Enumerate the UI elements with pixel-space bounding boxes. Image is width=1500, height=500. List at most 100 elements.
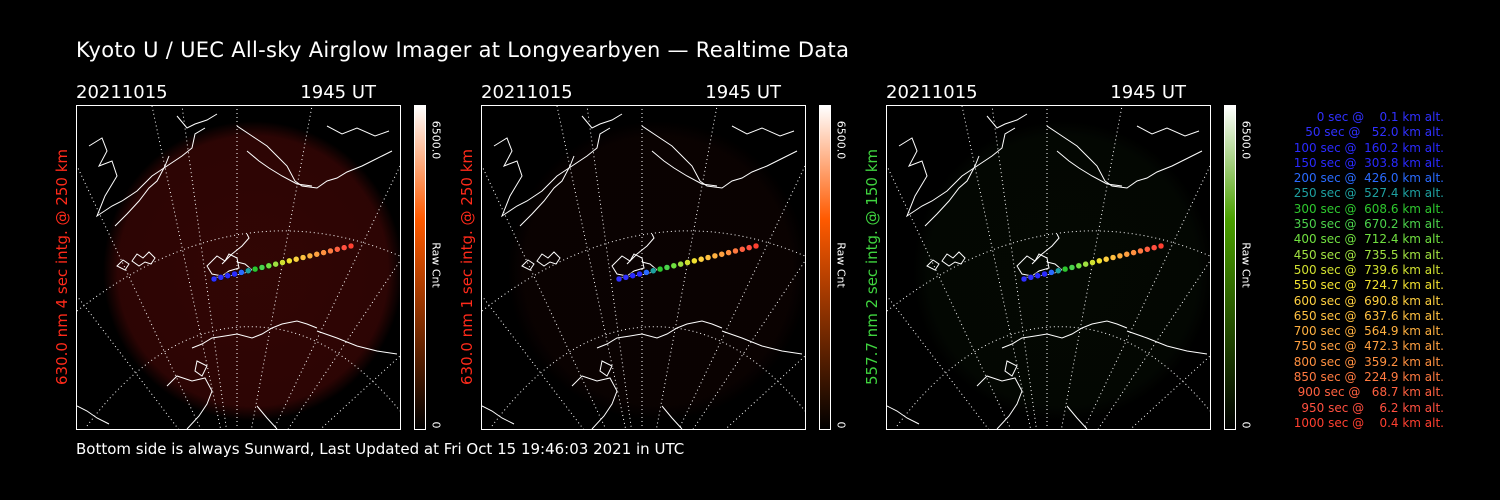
longitude-line xyxy=(77,295,179,429)
legend-entry: 250 sec @ 527.4 km alt. xyxy=(1293,186,1444,201)
coastline xyxy=(77,405,110,425)
trajectory-point xyxy=(1041,270,1048,278)
longitude-line xyxy=(724,355,805,429)
legend-entry: 600 sec @ 690.8 km alt. xyxy=(1293,293,1444,308)
side-label: 630.0 nm 1 sec intg. @ 250 km xyxy=(458,148,476,385)
trajectory-point xyxy=(739,246,746,253)
legend-entry: 400 sec @ 712.4 km alt. xyxy=(1293,232,1444,247)
legend-entry: 50 sec @ 52.0 km alt. xyxy=(1305,125,1444,140)
coastline xyxy=(176,113,218,129)
trajectory-point xyxy=(224,272,231,279)
colorbar xyxy=(819,105,831,430)
trajectory-point xyxy=(258,264,266,271)
trajectory-point xyxy=(615,275,623,283)
trajectory-point xyxy=(1061,265,1069,273)
coastline xyxy=(166,375,213,429)
colorbar-unit-label: Raw Cnt xyxy=(834,242,848,288)
trajectory-point xyxy=(347,242,355,250)
coastline xyxy=(596,320,723,349)
trajectory-point xyxy=(622,274,630,281)
legend-entry: 100 sec @ 160.2 km alt. xyxy=(1293,140,1444,155)
coastline xyxy=(626,233,655,265)
footer-note: Bottom side is always Sunward, Last Upda… xyxy=(76,440,685,458)
trajectory-point xyxy=(238,269,245,276)
longitude-line xyxy=(273,165,400,429)
longitude-line xyxy=(556,106,627,429)
trajectory-point xyxy=(1048,269,1055,276)
trajectory-point xyxy=(1102,255,1110,263)
coastline xyxy=(1001,320,1128,349)
legend-entry: 700 sec @ 564.9 km alt. xyxy=(1293,324,1444,339)
airglow-field xyxy=(508,121,805,421)
trajectory-point xyxy=(286,257,293,265)
trajectory-point xyxy=(1068,264,1076,271)
latitude-circle xyxy=(86,326,400,427)
trajectory-point xyxy=(1055,267,1062,274)
trajectory-point xyxy=(656,265,664,273)
trajectory-point xyxy=(1109,254,1117,261)
trajectory-point xyxy=(691,257,698,265)
trajectory-point xyxy=(1123,251,1130,258)
trajectory-point xyxy=(629,272,636,279)
trajectory-point xyxy=(636,270,643,278)
coastline xyxy=(571,375,618,429)
coastline xyxy=(986,113,1028,129)
trajectory-point xyxy=(1157,242,1165,250)
trajectory-point xyxy=(327,247,334,255)
legend-entry: 950 sec @ 6.2 km alt. xyxy=(1301,400,1444,415)
coastline xyxy=(256,405,278,429)
coastline xyxy=(316,330,398,355)
trajectory-point xyxy=(1130,249,1137,256)
trajectory-point xyxy=(210,275,218,283)
coastline xyxy=(661,405,683,429)
coastline xyxy=(131,251,156,267)
latitude-circle xyxy=(896,326,1210,427)
colorbar-min-label: 0 xyxy=(429,421,443,429)
panel-date: 20211015 xyxy=(481,82,573,103)
trajectory-point xyxy=(245,267,252,274)
legend-entry: 1000 sec @ 0.4 km alt. xyxy=(1293,415,1444,430)
trajectory-point xyxy=(320,249,327,256)
longitude-line xyxy=(991,106,1037,429)
coastline xyxy=(1004,360,1018,377)
coastline xyxy=(1136,125,1200,137)
trajectory-point xyxy=(677,260,684,268)
coastline xyxy=(493,127,611,218)
longitude-line xyxy=(1129,355,1210,429)
trajectory-point xyxy=(752,242,760,250)
coastline xyxy=(1056,150,1123,187)
trajectory-point xyxy=(299,254,307,261)
legend-entry: 200 sec @ 426.0 km alt. xyxy=(1293,171,1444,186)
trajectory-point xyxy=(1116,252,1124,260)
panel-time: 1945 UT xyxy=(1110,82,1186,103)
trajectory-point xyxy=(334,246,341,253)
airglow-field xyxy=(913,121,1210,421)
coastline xyxy=(731,125,795,137)
latitude-circle xyxy=(887,230,1210,312)
trajectory-point xyxy=(725,249,732,256)
longitude-line xyxy=(151,106,222,429)
colorbar-max-label: 6500.0 xyxy=(429,120,443,160)
trajectory-point xyxy=(697,255,705,263)
trajectory-point xyxy=(313,251,320,258)
trajectory-point xyxy=(1096,257,1103,265)
coastline xyxy=(191,320,318,349)
trajectory-point xyxy=(704,254,712,261)
legend-entry: 800 sec @ 359.2 km alt. xyxy=(1293,354,1444,369)
trajectory-point xyxy=(684,259,691,266)
colorbar-unit-label: Raw Cnt xyxy=(429,242,443,288)
coastline xyxy=(521,259,535,271)
coastline xyxy=(1031,233,1060,265)
coastline xyxy=(206,253,240,277)
trajectory-point xyxy=(1137,247,1144,255)
trajectory-point xyxy=(711,252,719,260)
coastline xyxy=(941,251,966,267)
latitude-circle xyxy=(491,326,805,427)
legend-entry: 300 sec @ 608.6 km alt. xyxy=(1293,201,1444,216)
trajectory-point xyxy=(670,262,678,270)
trajectory-point xyxy=(292,255,300,263)
coastline xyxy=(1066,405,1088,429)
longitude-line xyxy=(678,165,805,429)
trajectory-point xyxy=(718,251,725,258)
side-label: 630.0 nm 4 sec intg. @ 250 km xyxy=(53,148,71,385)
